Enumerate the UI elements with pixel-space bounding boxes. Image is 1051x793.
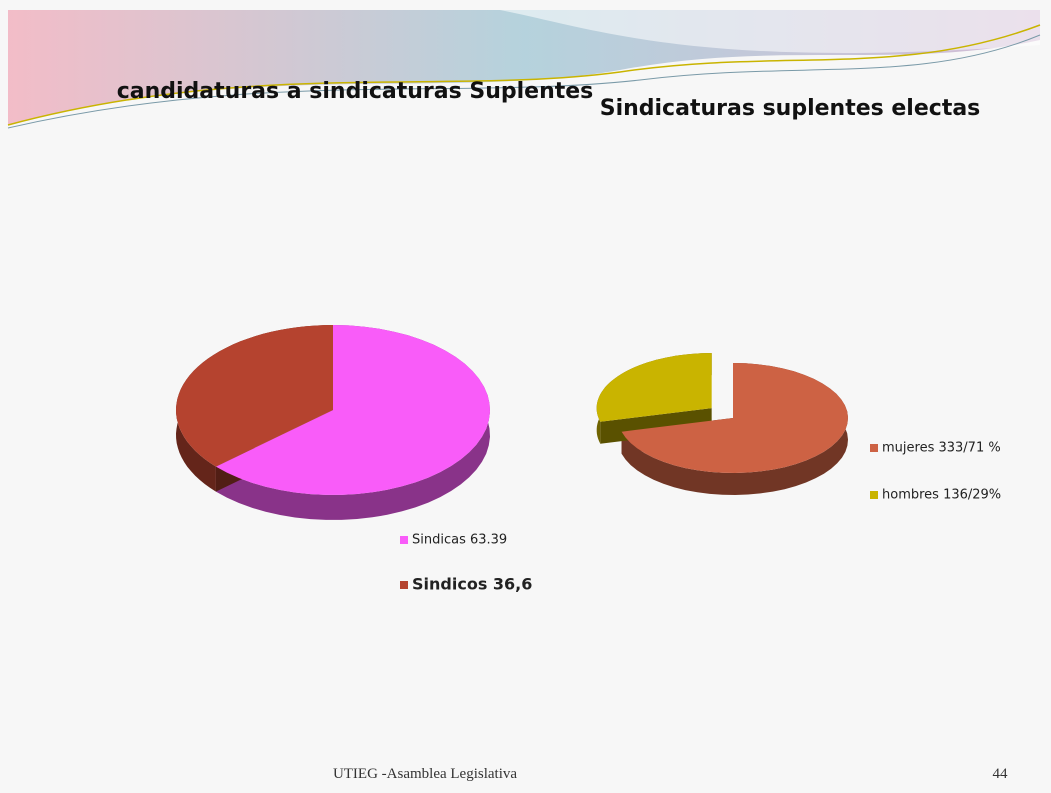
pie-slice xyxy=(621,363,848,473)
chart-title: candidaturas a sindicaturas Suplentes xyxy=(117,79,594,104)
pie-slice xyxy=(215,325,490,495)
header-wave xyxy=(8,10,1040,53)
pie-slice xyxy=(596,353,712,422)
legend-label: hombres 136/29% xyxy=(882,488,1001,503)
footer-source: UTIEG -Asamblea Legislativa xyxy=(333,766,517,782)
slice-side xyxy=(215,325,490,520)
legend-swatch xyxy=(870,491,878,499)
header-line xyxy=(7,34,1041,129)
legend-swatch xyxy=(400,536,408,544)
legend-label: Sindicas 63.39 xyxy=(412,533,507,548)
legend-label: Sindicos 36,6 xyxy=(412,575,532,594)
pie-slice xyxy=(176,325,333,467)
page-number: 44 xyxy=(993,766,1009,782)
header-line xyxy=(7,24,1041,126)
legend-swatch xyxy=(400,581,408,589)
legend-swatch xyxy=(870,444,878,452)
legend-label: mujeres 333/71 % xyxy=(882,441,1001,456)
chart-title: Sindicaturas suplentes electas xyxy=(600,96,981,121)
